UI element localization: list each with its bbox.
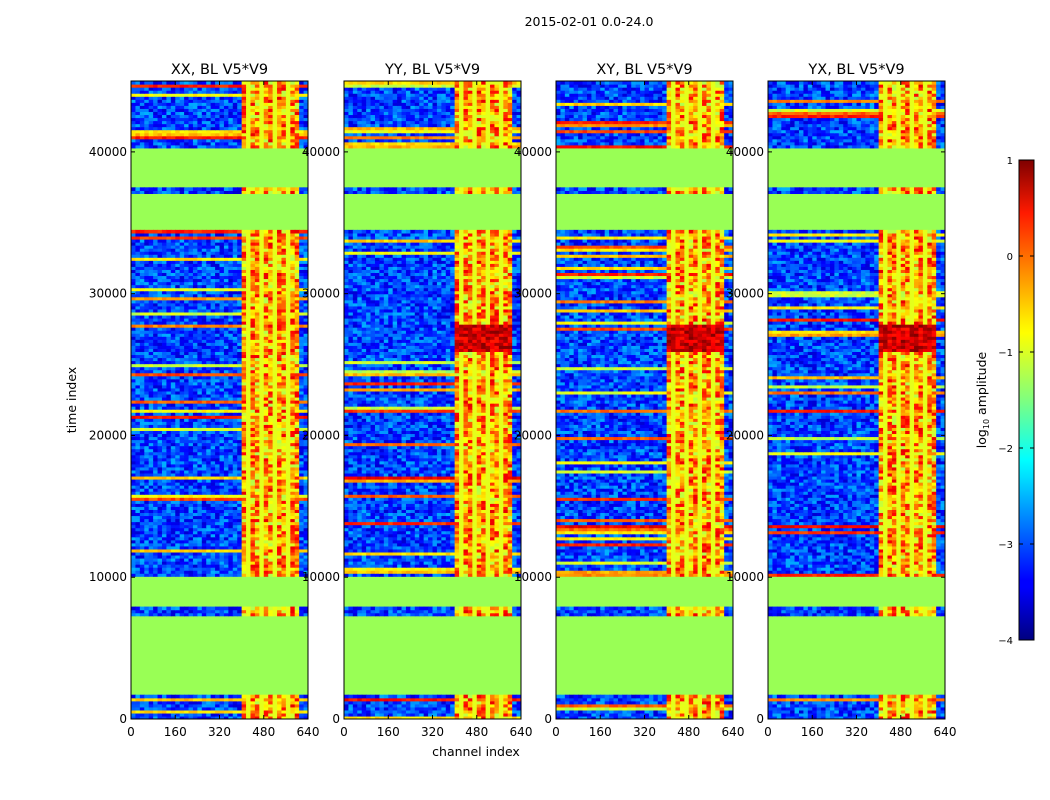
heatmap-image	[344, 81, 521, 719]
panel-3: XY, BL V5*V9 0 160 320 480 640 0 10000 20000 3000…	[514, 62, 745, 739]
panel-title: XY, BL V5*V9	[596, 62, 692, 78]
y-tick-label: 30000	[726, 287, 764, 301]
x-tick-label: 480	[465, 725, 488, 739]
y-tick-label: 0	[119, 712, 127, 726]
figure-suptitle: 2015-02-01 0.0-24.0	[525, 14, 654, 29]
panel-title: YX, BL V5*V9	[807, 62, 904, 78]
x-tick-label: 0	[127, 725, 135, 739]
colorbar-tick-label: −4	[998, 636, 1013, 647]
x-tick-label: 0	[340, 725, 348, 739]
y-axis-label: time index	[64, 367, 79, 433]
y-tick-label: 20000	[302, 428, 340, 442]
y-tick-label: 0	[756, 712, 764, 726]
y-tick-label: 30000	[514, 287, 552, 301]
x-tick-label: 640	[934, 725, 957, 739]
y-tick-label: 40000	[726, 145, 764, 159]
colorbar-label: log10 amplitude	[974, 351, 991, 448]
colorbar-gradient	[1018, 159, 1035, 641]
y-tick-label: 40000	[89, 145, 127, 159]
x-tick-label: 640	[722, 725, 745, 739]
panel-2: YY, BL V5*V9 0 160 320 480 640 0 10000 20000 3000…	[302, 62, 533, 739]
colorbar-tick-label: 1	[1007, 156, 1013, 167]
x-tick-label: 160	[589, 725, 612, 739]
colorbar-tick-label: 0	[1007, 252, 1013, 263]
x-tick-label: 160	[164, 725, 187, 739]
x-tick-label: 480	[889, 725, 912, 739]
x-axis-label: channel index	[432, 744, 520, 759]
panel-1: XX, BL V5*V9 0 160 320 480 640 0 10000 20000 3000…	[89, 62, 320, 739]
x-tick-label: 480	[677, 725, 700, 739]
x-tick-label: 640	[297, 725, 320, 739]
x-tick-label: 480	[252, 725, 275, 739]
x-tick-label: 160	[377, 725, 400, 739]
panel-4: YX, BL V5*V9 0 160 320 480 640 0 10000 20000 3000…	[726, 62, 957, 739]
y-tick-label: 20000	[514, 428, 552, 442]
y-tick-label: 30000	[302, 287, 340, 301]
x-tick-label: 160	[801, 725, 824, 739]
x-tick-label: 320	[633, 725, 656, 739]
colorbar: 1 0 −1 −2 −3 −4 log10 amplitude	[974, 156, 1035, 647]
y-tick-label: 20000	[89, 428, 127, 442]
x-tick-label: 320	[208, 725, 231, 739]
heatmap-image	[131, 81, 308, 719]
colorbar-tick-label: −1	[998, 348, 1013, 359]
y-tick-label: 10000	[726, 570, 764, 584]
panel-title: YY, BL V5*V9	[384, 62, 480, 78]
y-tick-label: 10000	[514, 570, 552, 584]
x-tick-label: 0	[552, 725, 560, 739]
heatmap-image	[768, 81, 945, 719]
panel-title: XX, BL V5*V9	[171, 62, 268, 78]
colorbar-tick-label: −2	[998, 444, 1013, 455]
y-tick-label: 0	[332, 712, 340, 726]
x-tick-label: 320	[421, 725, 444, 739]
y-tick-label: 0	[544, 712, 552, 726]
y-tick-label: 40000	[514, 145, 552, 159]
y-tick-label: 20000	[726, 428, 764, 442]
heatmap-image	[556, 81, 733, 719]
y-tick-label: 40000	[302, 145, 340, 159]
y-tick-label: 10000	[89, 570, 127, 584]
y-tick-label: 10000	[302, 570, 340, 584]
x-tick-label: 0	[764, 725, 772, 739]
x-tick-label: 320	[845, 725, 868, 739]
x-tick-label: 640	[510, 725, 533, 739]
colorbar-tick-label: −3	[998, 540, 1013, 551]
y-tick-label: 30000	[89, 287, 127, 301]
